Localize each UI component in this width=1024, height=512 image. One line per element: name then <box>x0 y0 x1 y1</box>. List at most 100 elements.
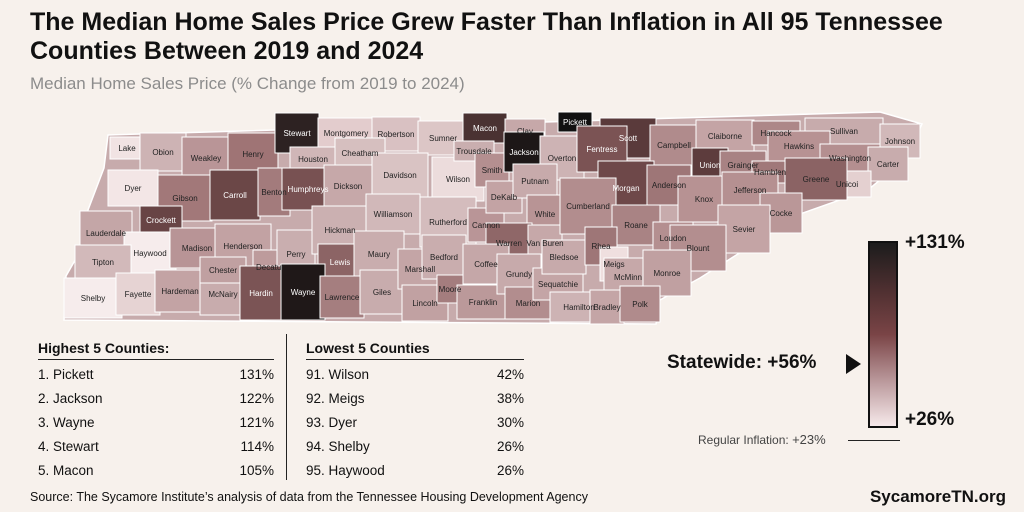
highest-header: Highest 5 Counties: <box>38 340 274 360</box>
county-label: Fayette <box>125 290 152 299</box>
county-obion <box>139 132 187 172</box>
county-label: Fentress <box>586 145 617 154</box>
county-williamson <box>365 193 421 235</box>
county-label: Scott <box>619 134 638 143</box>
table-row: 5. Macon 105% <box>38 459 274 483</box>
county-sevier <box>717 204 771 254</box>
source-note: Source: The Sycamore Institute’s analysi… <box>30 490 588 504</box>
county-name: 95. Haywood <box>306 463 385 478</box>
county-label: Carroll <box>223 191 247 200</box>
county-value: 121% <box>239 415 274 430</box>
county-label: Union <box>700 161 721 170</box>
county-label: Benton <box>261 188 286 197</box>
county-value: 38% <box>496 391 524 406</box>
county-label: Obion <box>152 148 173 157</box>
county-label: Bedford <box>430 253 458 262</box>
tennessee-county-map: Lake Obion Weakley Henry Stewart Montgomery Ro… <box>63 111 924 325</box>
county-label: Stewart <box>283 129 311 138</box>
county-macon <box>462 112 508 144</box>
county-label: Robertson <box>378 130 415 139</box>
county-label: Lawrence <box>325 293 360 302</box>
county-label: Marion <box>516 299 540 308</box>
county-label: Humphreys <box>288 185 329 194</box>
county-label: Wilson <box>446 175 470 184</box>
county-label: Shelby <box>81 294 105 303</box>
county-label: Dyer <box>125 184 142 193</box>
county-label: Grundy <box>506 270 532 279</box>
county-value: 26% <box>496 463 524 478</box>
county-label: Lincoln <box>412 299 437 308</box>
county-label: Franklin <box>469 298 497 307</box>
county-label: Dickson <box>334 182 362 191</box>
county-label: Sevier <box>733 225 756 234</box>
county-hardin <box>239 265 283 321</box>
county-label: White <box>535 210 556 219</box>
county-label: Hamblen <box>754 168 786 177</box>
county-bradley <box>589 289 625 325</box>
county-label: Macon <box>473 124 497 133</box>
county-label: Gibson <box>172 194 197 203</box>
table-divider <box>286 334 287 480</box>
county-label: Madison <box>182 244 212 253</box>
inflation-text: Regular Inflation: <box>698 433 793 447</box>
county-label: Lake <box>118 144 136 153</box>
county-label: Lauderdale <box>86 229 127 238</box>
county-putnam <box>512 163 558 199</box>
lowest-counties-table: Lowest 5 Counties 91. Wilson 42% 92. Meig… <box>306 340 524 483</box>
county-label: DeKalb <box>491 193 518 202</box>
statewide-label: Statewide: +56% <box>667 352 817 373</box>
inflation-value: +23% <box>792 432 826 447</box>
county-haywood <box>123 231 177 275</box>
county-label: Jackson <box>509 148 538 157</box>
county-label: McNairy <box>208 290 237 299</box>
county-wayne <box>280 263 326 321</box>
county-label: Chester <box>209 266 237 275</box>
county-label: McMinn <box>614 273 642 282</box>
county-label: Rhea <box>591 242 611 251</box>
table-row: 3. Wayne 121% <box>38 411 274 435</box>
table-row: 94. Shelby 26% <box>306 435 524 459</box>
county-name: 5. Macon <box>38 463 94 478</box>
county-label: Clay <box>517 127 533 136</box>
county-label: Maury <box>368 250 390 259</box>
county-name: 4. Stewart <box>38 439 99 454</box>
county-value: 131% <box>239 367 274 382</box>
county-value: 122% <box>239 391 274 406</box>
table-row: 1. Pickett 131% <box>38 363 274 387</box>
table-row: 95. Haywood 26% <box>306 459 524 483</box>
county-label: Moore <box>439 285 462 294</box>
county-label: Monroe <box>653 269 681 278</box>
county-label: Weakley <box>191 154 222 163</box>
county-label: Sumner <box>429 134 457 143</box>
county-label: Johnson <box>885 137 915 146</box>
county-davidson <box>371 152 429 198</box>
legend-min-label: +26% <box>905 409 955 430</box>
county-label: Sullivan <box>830 127 858 136</box>
county-label: Perry <box>286 250 305 259</box>
county-name: 1. Pickett <box>38 367 94 382</box>
county-label: Cannon <box>472 221 500 230</box>
county-label: Claiborne <box>708 132 743 141</box>
county-fayette <box>115 272 161 316</box>
county-dickson <box>323 164 373 208</box>
table-row: 2. Jackson 122% <box>38 387 274 411</box>
county-label: Putnam <box>521 177 549 186</box>
county-label: Wayne <box>291 288 316 297</box>
county-label: Henderson <box>223 242 262 251</box>
county-name: 94. Shelby <box>306 439 370 454</box>
county-label: Trousdale <box>456 147 492 156</box>
table-row: 91. Wilson 42% <box>306 363 524 387</box>
table-row: 92. Meigs 38% <box>306 387 524 411</box>
legend-max-label: +131% <box>905 232 965 253</box>
county-label: Crockett <box>146 216 177 225</box>
color-scale-bar <box>868 241 898 428</box>
table-row: 4. Stewart 114% <box>38 435 274 459</box>
table-row: 93. Dyer 30% <box>306 411 524 435</box>
county-label: Williamson <box>374 210 413 219</box>
county-label: Hawkins <box>784 142 814 151</box>
county-label: Blount <box>687 244 710 253</box>
county-label: Meigs <box>603 260 624 269</box>
county-label: Jefferson <box>734 186 767 195</box>
county-label: Morgan <box>612 184 639 193</box>
county-label: Unicoi <box>836 180 858 189</box>
